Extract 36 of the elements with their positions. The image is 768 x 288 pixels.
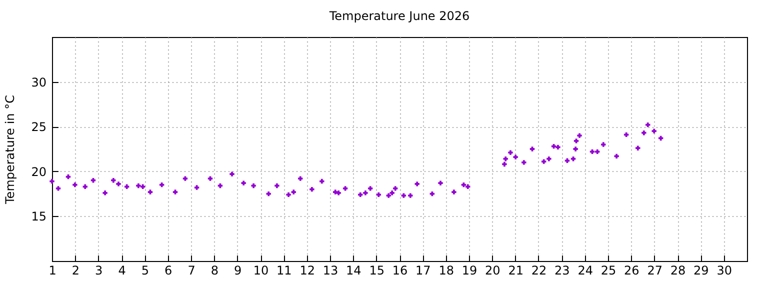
x-tick-label: 10 [253,264,269,278]
y-tick-label: 30 [31,75,46,90]
x-tick-label: 30 [716,264,732,278]
x-tick-label: 2 [72,264,80,278]
x-tick-label: 25 [600,264,616,278]
x-tick-label: 8 [210,264,218,278]
x-tick-label: 4 [118,264,126,278]
x-tick-label: 5 [141,264,149,278]
x-tick-label: 22 [531,264,547,278]
x-tick-label: 26 [624,264,640,278]
x-tick-label: 9 [234,264,242,278]
x-tick-label: 6 [164,264,172,278]
x-tick-label: 19 [462,264,478,278]
x-tick-label: 29 [694,264,709,278]
x-tick-label: 17 [416,264,431,278]
x-tick-label: 18 [438,264,454,278]
x-tick-label: 28 [670,264,686,278]
x-tick-label: 3 [95,264,103,278]
x-tick-label: 23 [554,264,570,278]
x-tick-label: 14 [346,264,362,278]
x-tick-label: 24 [578,264,593,278]
x-tick-label: 13 [322,264,338,278]
x-tick-label: 27 [647,264,662,278]
y-tick-label: 20 [31,164,46,179]
y-axis-title: Temperature in °C [3,95,18,205]
x-tick-label: 15 [369,264,384,278]
x-tick-label: 7 [188,264,196,278]
y-tick-label: 15 [31,210,46,224]
x-tick-label: 11 [276,264,292,278]
y-tick-label: 25 [31,120,46,134]
x-tick-label: 20 [485,264,500,278]
x-tick-label: 21 [508,264,524,278]
x-tick-label: 12 [300,264,315,278]
x-tick-label: 16 [392,264,408,278]
chart-title: Temperature June 2026 [328,9,470,23]
x-tick-label: 1 [48,264,56,278]
